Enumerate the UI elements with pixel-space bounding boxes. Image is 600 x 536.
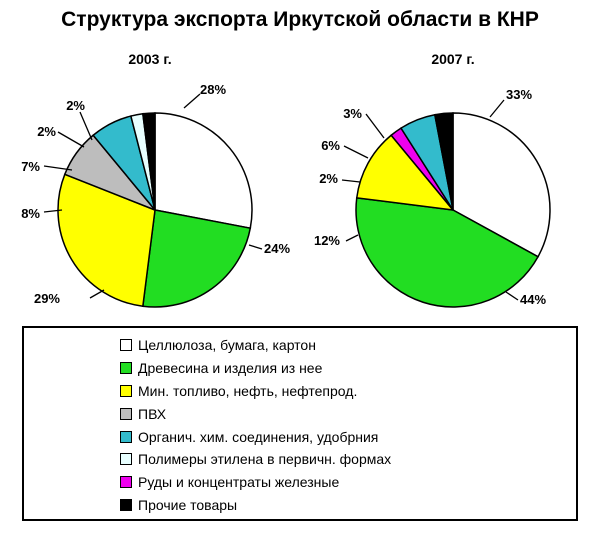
legend-label: Органич. хим. соединения, удобрния (138, 428, 379, 445)
slice-label: 28% (200, 82, 226, 97)
pie-slice (355, 197, 540, 308)
legend-swatch (120, 339, 132, 352)
leader-line (57, 131, 85, 148)
leader-line (365, 113, 385, 139)
leader-line (341, 179, 361, 183)
legend-item: Руды и концентраты железные (120, 471, 391, 494)
legend-item: ПВХ (120, 402, 391, 425)
legend-item: Полимеры этилена в первичн. формах (120, 448, 391, 471)
pie-subtitle: 2007 г. (431, 51, 474, 67)
legend-swatch (120, 476, 132, 489)
leader-line (183, 93, 201, 109)
leader-line (248, 244, 263, 250)
legend-item: Мин. топливо, нефть, нефтепрод. (120, 380, 391, 403)
slice-label: 7% (21, 159, 40, 174)
legend-swatch (120, 498, 132, 511)
legend-item: Органич. хим. соединения, удобрния (120, 425, 391, 448)
leader-line (43, 209, 63, 213)
legend-label: Полимеры этилена в первичн. формах (138, 451, 392, 468)
legend-swatch (120, 453, 132, 466)
legend-label: Прочие товары (138, 496, 238, 513)
leader-line (343, 145, 369, 159)
legend-label: Древесина и изделия из нее (138, 360, 323, 377)
chart-title: Структура экспорта Иркутской области в К… (61, 8, 539, 31)
legend-swatch (120, 407, 132, 420)
leader-line (505, 291, 519, 301)
slice-label: 44% (520, 292, 546, 307)
legend-label: Мин. топливо, нефть, нефтепрод. (138, 382, 358, 399)
legend-label: Руды и концентраты железные (138, 474, 340, 491)
slice-label: 33% (506, 87, 532, 102)
leader-line (89, 289, 105, 299)
leader-line (79, 111, 93, 141)
legend-item: Целлюлоза, бумага, картон (120, 334, 391, 357)
slice-label: 8% (21, 206, 40, 221)
pie-slice (433, 112, 454, 211)
slice-label: 2% (319, 171, 338, 186)
leader-line (345, 234, 359, 242)
leader-line (43, 165, 73, 171)
pie-chart-1: 2003 г. 28% 24% 29% 8% 7% 2% 2% (21, 51, 290, 308)
pie-subtitle: 2003 г. (128, 51, 171, 67)
legend-label: ПВХ (138, 405, 167, 422)
legend-item: Прочие товары (120, 494, 391, 517)
pie-chart-2: 2007 г. 33% 44% 12% 2% 6% 3% (314, 51, 551, 308)
pie-slice (142, 209, 252, 308)
pie-charts: 2003 г. 28% 24% 29% 8% 7% 2% 2% 2007 г. 33% 44% 12%… (21, 51, 551, 308)
legend-item: Древесина и изделия из нее (120, 357, 391, 380)
legend-list: Целлюлоза, бумага, картон Древесина и изд… (120, 334, 391, 516)
slice-label: 2% (37, 124, 56, 139)
pie-slice (142, 112, 156, 211)
pie-slice (355, 134, 455, 211)
legend-swatch (120, 362, 132, 375)
legend-label: Целлюлоза, бумага, картон (138, 337, 316, 354)
slice-label: 24% (264, 241, 290, 256)
legend-swatch (120, 384, 132, 397)
slice-label: 12% (314, 233, 340, 248)
legend: Целлюлоза, бумага, картон Древесина и изд… (22, 326, 578, 521)
pie-slice (154, 112, 253, 230)
legend-swatch (120, 430, 132, 443)
pie-slice (57, 173, 156, 308)
slice-label: 6% (321, 138, 340, 153)
leader-line (489, 99, 505, 118)
slice-label: 2% (66, 98, 85, 113)
slice-label: 3% (343, 106, 362, 121)
slice-label: 29% (34, 291, 60, 306)
pie-slice (452, 112, 551, 258)
